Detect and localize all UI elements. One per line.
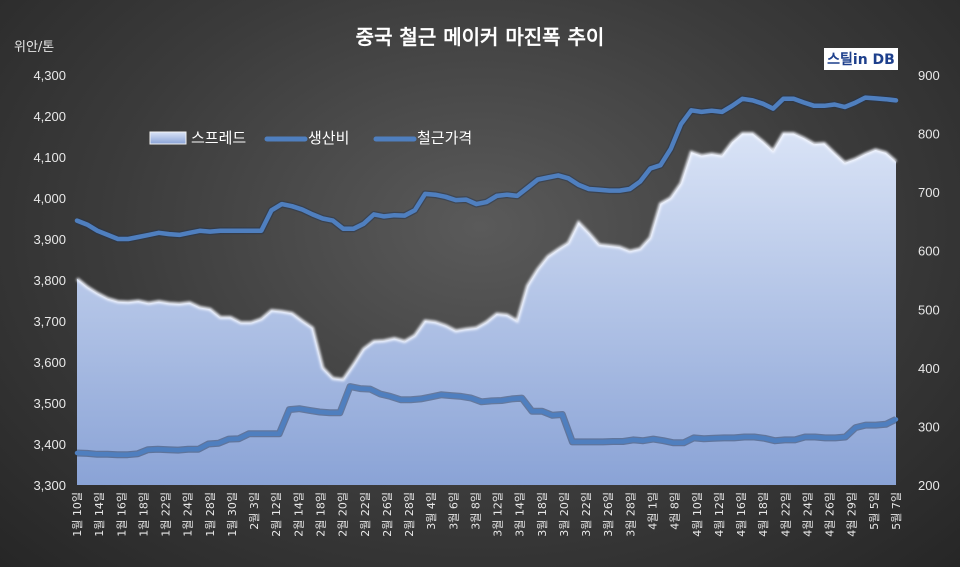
x-tick-label: 2월 26일: [380, 492, 394, 537]
y-right-tick-label: 600: [918, 244, 940, 259]
x-tick-label: 3월 8일: [468, 492, 482, 530]
legend-swatch-spread: [149, 131, 187, 145]
x-axis: 1월 10일 1월 14일 1월 16일 1월 18일 1월 22일 1월 24일 1월 2…: [70, 492, 903, 537]
x-tick-label: 2월 22일: [358, 492, 372, 537]
chart-title: 중국 철근 메이커 마진폭 추이: [356, 25, 605, 49]
x-tick-label: 4월 24일: [801, 492, 815, 537]
x-tick-label: 2월 18일: [314, 492, 328, 537]
logo-text: 스틸in DB: [827, 52, 895, 68]
y-right-axis: 200 300 400 500 600 700 800 900: [918, 68, 940, 493]
y-left-axis: 3,300 3,400 3,500 3,600 3,700 3,800 3,900 4,000…: [33, 68, 66, 493]
x-tick-label: 2월 12일: [269, 492, 283, 537]
x-tick-label: 3월 26일: [601, 492, 615, 537]
x-tick-label: 4월 22일: [778, 492, 792, 537]
x-tick-label: 5월 5일: [867, 492, 881, 530]
price-line: [74, 384, 899, 457]
x-tick-label: 4월 18일: [756, 492, 770, 537]
cost-line: [74, 95, 899, 242]
x-tick-label: 3월 28일: [623, 492, 637, 537]
y-right-tick-label: 500: [918, 302, 940, 317]
spread-area-edge: [76, 132, 897, 382]
x-tick-label: 4월 29일: [845, 492, 859, 537]
x-tick-label: 3월 22일: [579, 492, 593, 537]
x-tick-label: 4월 16일: [734, 492, 748, 537]
x-tick-label: 2월 3일: [247, 492, 261, 530]
x-tick-label: 3월 20일: [557, 492, 571, 537]
y-left-unit: 위안/톤: [14, 40, 54, 55]
x-tick-label: 2월 20일: [336, 492, 350, 537]
logo-background: [824, 48, 898, 70]
x-tick-label: 3월 6일: [446, 492, 460, 530]
x-tick-label: 4월 1일: [646, 492, 660, 530]
x-tick-label: 1월 18일: [136, 492, 150, 537]
x-tick-label: 5월 7일: [889, 492, 903, 530]
x-tick-label: 1월 10일: [70, 492, 84, 537]
x-tick-label: 1월 30일: [225, 492, 239, 537]
x-tick-label: 4월 10일: [690, 492, 704, 537]
y-left-tick-label: 3,800: [33, 273, 66, 288]
plot-area: [74, 94, 899, 485]
x-tick-label: 4월 26일: [823, 492, 837, 537]
x-tick-label: 1월 24일: [181, 492, 195, 537]
spread-area: [77, 133, 896, 485]
y-left-tick-label: 4,300: [33, 68, 66, 83]
x-tick-label: 1월 28일: [203, 492, 217, 537]
y-left-tick-label: 3,300: [33, 478, 66, 493]
y-left-tick-label: 3,900: [33, 232, 66, 247]
legend-label-spread: 스프레드: [191, 129, 246, 147]
y-left-tick-label: 3,400: [33, 437, 66, 452]
x-tick-label: 4월 12일: [712, 492, 726, 537]
legend: 스프레드 생산비 철근가격: [149, 129, 472, 147]
y-left-tick-label: 3,600: [33, 355, 66, 370]
y-right-tick-label: 200: [918, 478, 940, 493]
legend-label-cost: 생산비: [308, 129, 349, 147]
x-tick-label: 1월 14일: [92, 492, 106, 537]
y-left-tick-label: 4,000: [33, 191, 66, 206]
x-tick-label: 2월 28일: [402, 492, 416, 537]
y-right-tick-label: 700: [918, 185, 940, 200]
x-tick-label: 2월 14일: [291, 492, 305, 537]
legend-label-price: 철근가격: [417, 129, 472, 147]
y-right-tick-label: 800: [918, 127, 940, 142]
x-tick-label: 1월 16일: [114, 492, 128, 537]
y-right-tick-label: 300: [918, 419, 940, 434]
y-left-tick-label: 3,500: [33, 396, 66, 411]
x-tick-label: 4월 8일: [668, 492, 682, 530]
logo: 스틸in DB: [824, 48, 898, 70]
x-tick-label: 3월 18일: [535, 492, 549, 537]
y-left-tick-label: 4,200: [33, 109, 66, 124]
x-tick-label: 1월 22일: [159, 492, 173, 537]
y-left-tick-label: 3,700: [33, 314, 66, 329]
x-tick-label: 3월 14일: [513, 492, 527, 537]
y-right-tick-label: 400: [918, 361, 940, 376]
x-tick-label: 3월 4일: [424, 492, 438, 530]
y-right-tick-label: 900: [918, 68, 940, 83]
y-left-tick-label: 4,100: [33, 150, 66, 165]
x-tick-label: 3월 12일: [491, 492, 505, 537]
